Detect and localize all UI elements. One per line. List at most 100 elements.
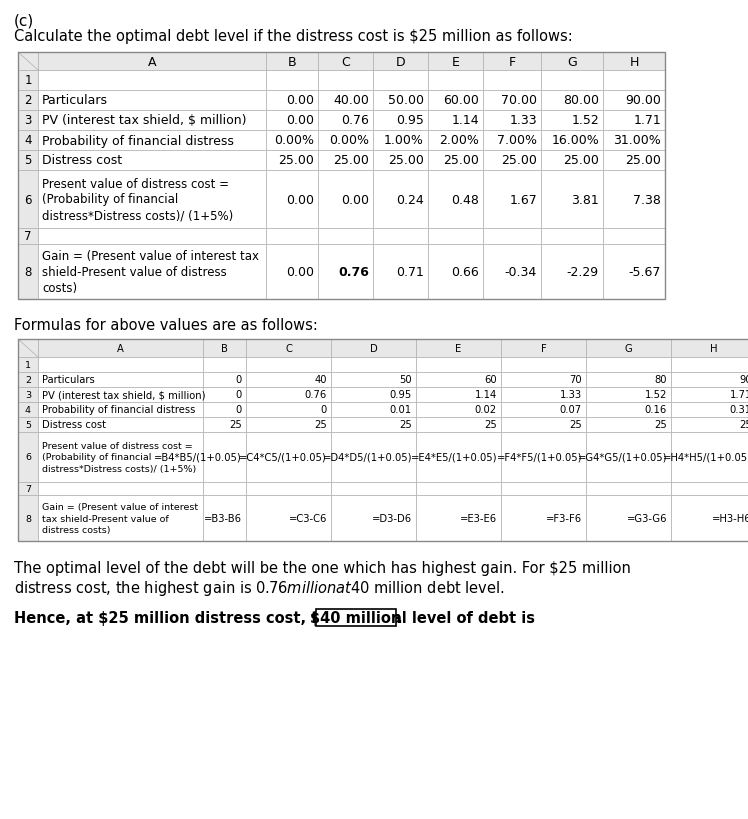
Text: 16.00%: 16.00%	[551, 134, 599, 147]
Text: 7: 7	[24, 230, 31, 243]
Text: 25.00: 25.00	[443, 154, 479, 167]
Bar	[18, 53, 38, 71]
Text: 0.00%: 0.00%	[329, 134, 369, 147]
Bar	[18, 387, 38, 402]
Text: 0.48: 0.48	[451, 193, 479, 206]
Text: 4: 4	[24, 134, 31, 147]
Bar	[373, 245, 428, 300]
Bar	[18, 151, 38, 171]
Bar	[586, 432, 671, 482]
Text: 0.31: 0.31	[730, 405, 748, 415]
Bar	[246, 340, 331, 358]
Bar	[501, 387, 586, 402]
Text: Probability of financial distress: Probability of financial distress	[42, 405, 195, 415]
Text: 0.00: 0.00	[286, 115, 314, 127]
Text: 6: 6	[25, 453, 31, 462]
Bar	[373, 71, 428, 91]
Text: Distress cost: Distress cost	[42, 420, 106, 430]
Text: Calculate the optimal debt level if the distress cost is $25 million as follows:: Calculate the optimal debt level if the …	[14, 29, 573, 44]
Bar	[483, 71, 541, 91]
Bar	[18, 171, 38, 229]
Bar	[501, 373, 586, 387]
Bar	[603, 71, 665, 91]
Bar	[541, 111, 603, 131]
Bar	[331, 495, 416, 541]
Bar	[38, 53, 266, 71]
Text: 25.00: 25.00	[388, 154, 424, 167]
Bar	[373, 131, 428, 151]
Bar	[483, 151, 541, 171]
Bar	[373, 171, 428, 229]
Text: $40 million: $40 million	[310, 610, 402, 625]
Bar	[603, 91, 665, 111]
Bar	[501, 495, 586, 541]
Text: distress cost, the highest gain is $0.76 million at $40 million debt level.: distress cost, the highest gain is $0.76…	[14, 578, 505, 597]
Bar	[541, 53, 603, 71]
Text: 0.02: 0.02	[475, 405, 497, 415]
Text: 1.52: 1.52	[571, 115, 599, 127]
Text: E: E	[452, 56, 459, 69]
Bar	[501, 482, 586, 495]
Text: H: H	[629, 56, 639, 69]
Bar	[428, 91, 483, 111]
Bar	[246, 418, 331, 432]
Text: 25: 25	[314, 420, 327, 430]
Text: =D4*D5/(1+0.05): =D4*D5/(1+0.05)	[322, 452, 412, 463]
Bar	[246, 402, 331, 418]
Bar	[428, 171, 483, 229]
Bar	[671, 495, 748, 541]
Text: =C3-C6: =C3-C6	[289, 514, 327, 523]
Bar	[671, 358, 748, 373]
Text: 0.76: 0.76	[341, 115, 369, 127]
Bar	[603, 53, 665, 71]
Text: 70: 70	[569, 375, 582, 385]
Text: 25: 25	[739, 420, 748, 430]
Bar	[318, 71, 373, 91]
Bar	[318, 171, 373, 229]
Bar	[416, 340, 501, 358]
Bar	[203, 358, 246, 373]
Bar	[38, 71, 266, 91]
Text: =D3-D6: =D3-D6	[372, 514, 412, 523]
Bar	[266, 91, 318, 111]
Text: 0.24: 0.24	[396, 193, 424, 206]
Text: (c): (c)	[14, 14, 34, 29]
Bar	[373, 111, 428, 131]
Bar	[266, 111, 318, 131]
Text: 6: 6	[24, 193, 31, 206]
Bar	[501, 402, 586, 418]
Bar	[38, 131, 266, 151]
Text: 0: 0	[321, 405, 327, 415]
Bar	[586, 418, 671, 432]
Text: C: C	[285, 344, 292, 354]
Text: Particulars: Particulars	[42, 94, 108, 107]
Text: 60.00: 60.00	[443, 94, 479, 107]
Text: Gain = (Present value of interest tax
shield-Present value of distress
costs): Gain = (Present value of interest tax sh…	[42, 250, 259, 295]
Text: Particulars: Particulars	[42, 375, 95, 385]
Text: 1.71: 1.71	[729, 390, 748, 400]
Bar	[316, 609, 396, 627]
Text: 0.00: 0.00	[341, 193, 369, 206]
Bar	[18, 131, 38, 151]
Bar	[38, 171, 266, 229]
Text: A: A	[148, 56, 156, 69]
Text: 50.00: 50.00	[388, 94, 424, 107]
Bar	[318, 91, 373, 111]
Text: =G3-G6: =G3-G6	[627, 514, 667, 523]
Bar	[603, 111, 665, 131]
Bar	[671, 373, 748, 387]
Text: Distress cost: Distress cost	[42, 154, 122, 167]
Text: 0.00%: 0.00%	[274, 134, 314, 147]
Bar	[203, 495, 246, 541]
Bar	[18, 495, 38, 541]
Bar	[331, 387, 416, 402]
Bar	[38, 151, 266, 171]
Text: B: B	[288, 56, 296, 69]
Text: 25: 25	[569, 420, 582, 430]
Bar	[416, 402, 501, 418]
Text: =F4*F5/(1+0.05): =F4*F5/(1+0.05)	[497, 452, 582, 463]
Text: C: C	[341, 56, 350, 69]
Text: PV (interest tax shield, $ million): PV (interest tax shield, $ million)	[42, 115, 247, 127]
Text: Present value of distress cost =
(Probability of financial
distress*Distress cos: Present value of distress cost = (Probab…	[42, 442, 196, 473]
Bar	[483, 229, 541, 245]
